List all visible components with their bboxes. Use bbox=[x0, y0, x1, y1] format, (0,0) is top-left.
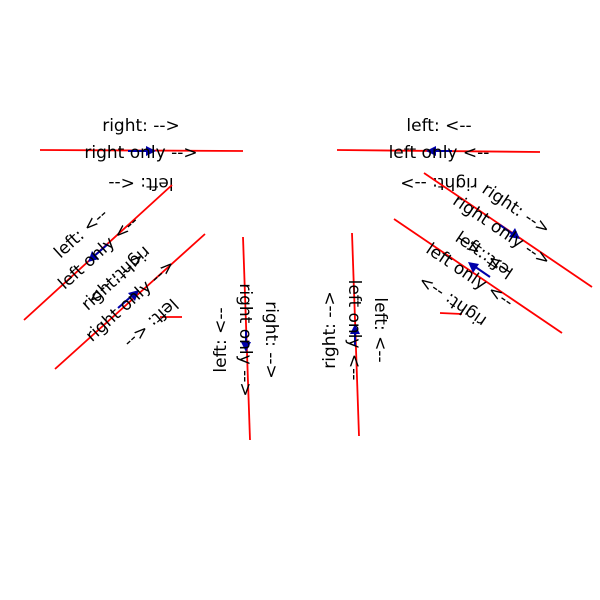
arrow-shaft bbox=[473, 265, 491, 278]
label-right-only: right only --> bbox=[235, 283, 255, 396]
red-line bbox=[393, 218, 563, 334]
label-right: right: --> bbox=[320, 291, 340, 369]
red-line bbox=[54, 233, 206, 370]
group-right-diagonal-lower: left: <-- left only <-- right: --> bbox=[393, 218, 563, 334]
arrow-head-left-icon bbox=[468, 262, 479, 273]
arrow-head-down-icon bbox=[241, 342, 251, 352]
arrow-head-right-icon bbox=[509, 228, 520, 239]
label-left-only: left only <-- bbox=[389, 143, 490, 163]
arrow-head-right-icon bbox=[128, 290, 139, 301]
label-left-upside-down: left: <-- bbox=[108, 173, 173, 193]
group-top-left: right: --> right only --> left: <-- bbox=[39, 116, 244, 193]
label-right: right: --> bbox=[261, 301, 281, 379]
arrow-head-up-icon bbox=[350, 324, 360, 334]
label-left: left: <-- bbox=[211, 307, 231, 372]
arrow-head-left-icon bbox=[88, 251, 99, 262]
group-center-left-vertical: left: <-- right only --> right: --> bbox=[211, 236, 281, 441]
label-right-only: right only --> bbox=[84, 143, 197, 163]
red-line-short bbox=[439, 312, 463, 315]
label-right: right: --> bbox=[102, 116, 180, 136]
label-left-only: left only <-- bbox=[344, 280, 364, 381]
group-center-right-vertical: right: --> left only <-- left: <-- bbox=[320, 232, 390, 437]
label-left: left: <-- bbox=[406, 116, 471, 136]
group-left-diagonal-lower: right: --> right only --> left: <-- bbox=[54, 233, 206, 370]
group-top-right: left: <-- left only <-- right: --> bbox=[336, 116, 541, 193]
arrow-head-left-icon bbox=[426, 146, 436, 156]
arrow-head-right-icon bbox=[146, 146, 156, 156]
label-left: left: <-- bbox=[370, 297, 390, 362]
